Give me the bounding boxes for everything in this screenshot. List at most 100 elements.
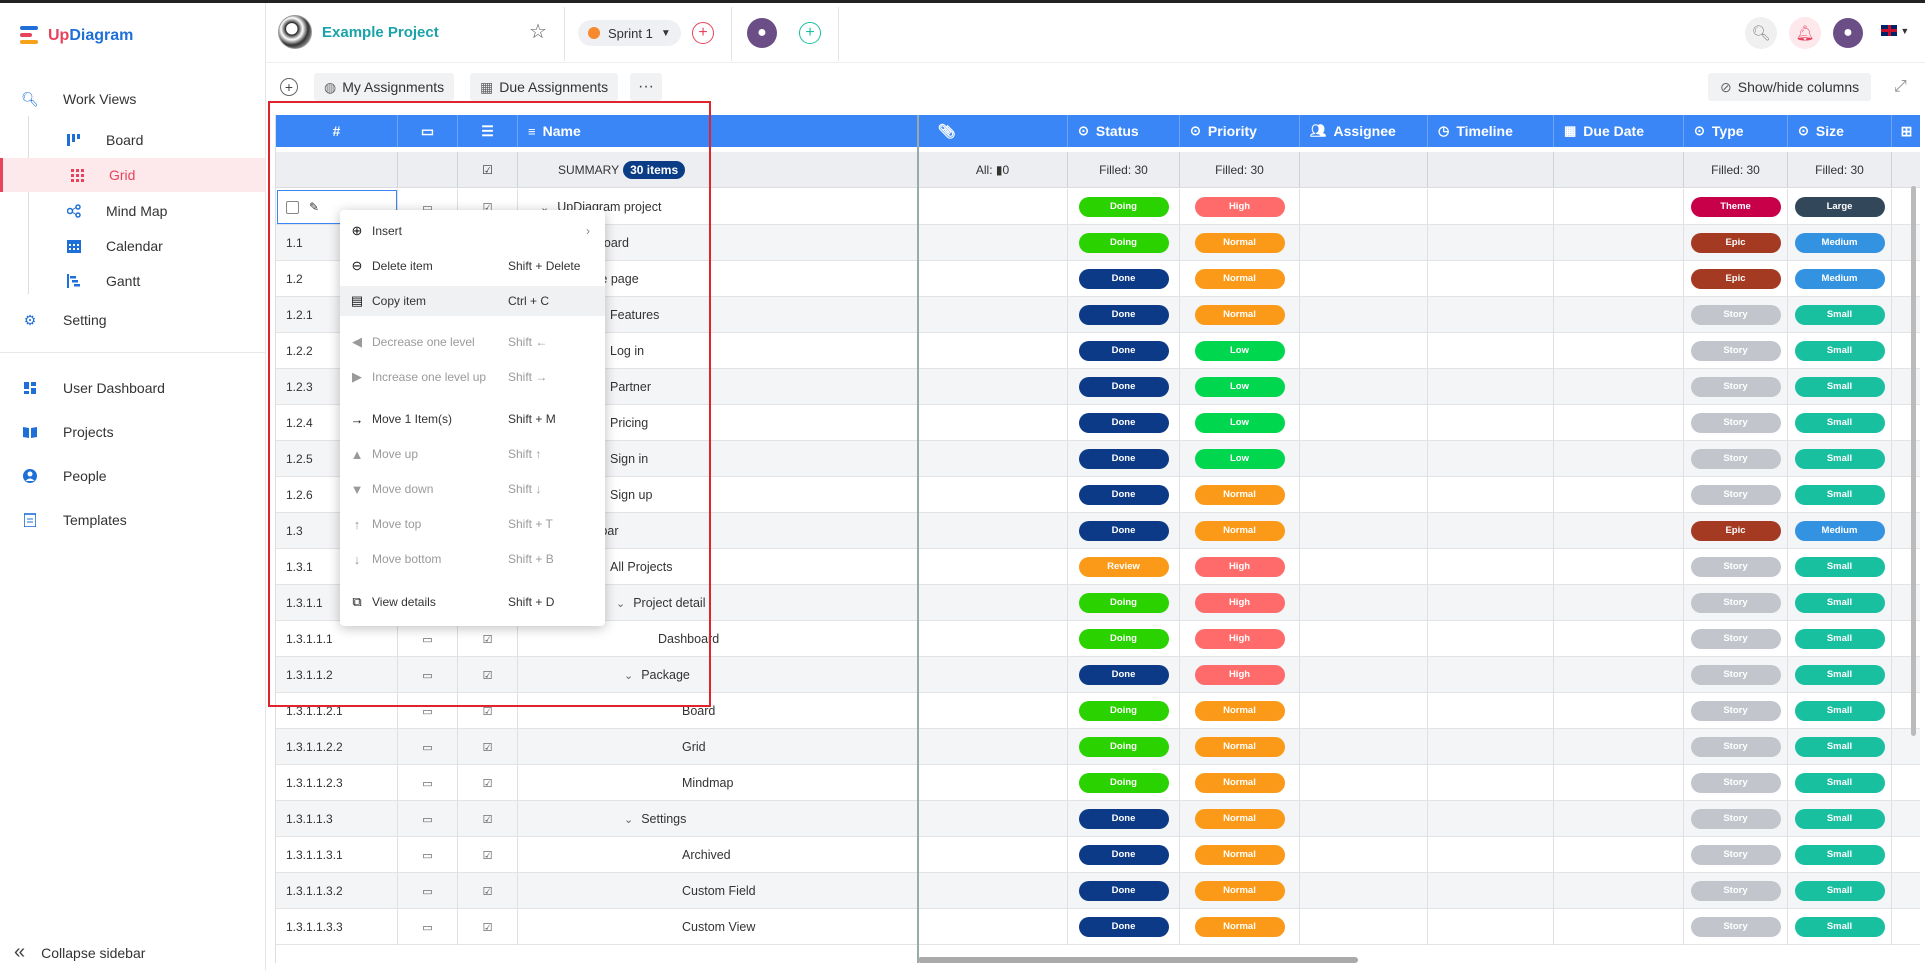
row-name-cell[interactable]: Grid bbox=[518, 729, 918, 765]
row-id-cell[interactable]: 1.3.1.1.1 bbox=[276, 621, 398, 657]
row-timeline-cell[interactable] bbox=[1428, 837, 1554, 873]
edit-icon[interactable]: ✎ bbox=[309, 200, 320, 214]
row-assignee-cell[interactable] bbox=[1300, 369, 1428, 405]
row-timeline-cell[interactable] bbox=[1428, 729, 1554, 765]
table-row[interactable]: ✎ ▭ ☑ ⌄ UpDiagram project Doing High Theme Large bbox=[276, 189, 1920, 225]
row-status-cell[interactable]: Done bbox=[1068, 513, 1180, 549]
table-row[interactable]: 1.3.1.1.3.3 ▭ ☑ Custom View Done Normal Story S… bbox=[276, 909, 1920, 945]
row-assignee-cell[interactable] bbox=[1300, 693, 1428, 729]
row-priority-cell[interactable]: High bbox=[1180, 189, 1300, 225]
more-options-button[interactable]: ··· bbox=[630, 73, 662, 101]
row-attachment-cell[interactable] bbox=[918, 261, 1068, 297]
row-attachment-cell[interactable] bbox=[918, 333, 1068, 369]
row-type-cell[interactable]: Story bbox=[1684, 369, 1788, 405]
row-timeline-cell[interactable] bbox=[1428, 657, 1554, 693]
row-type-cell[interactable]: Theme bbox=[1684, 189, 1788, 225]
row-comment-cell[interactable]: ▭ bbox=[398, 873, 458, 909]
row-timeline-cell[interactable] bbox=[1428, 477, 1554, 513]
row-priority-cell[interactable]: Low bbox=[1180, 369, 1300, 405]
row-priority-cell[interactable]: Normal bbox=[1180, 765, 1300, 801]
horizontal-scrollbar[interactable] bbox=[918, 957, 1358, 963]
row-status-cell[interactable]: Doing bbox=[1068, 729, 1180, 765]
row-size-cell[interactable]: Small bbox=[1788, 873, 1892, 909]
row-size-cell[interactable]: Small bbox=[1788, 801, 1892, 837]
row-checklist-cell[interactable]: ☑ bbox=[458, 765, 518, 801]
row-name-cell[interactable]: Custom View bbox=[518, 909, 918, 945]
row-size-cell[interactable]: Small bbox=[1788, 585, 1892, 621]
row-attachment-cell[interactable] bbox=[918, 729, 1068, 765]
row-priority-cell[interactable]: High bbox=[1180, 621, 1300, 657]
sidebar-item-people[interactable]: People bbox=[0, 459, 265, 493]
row-priority-cell[interactable]: High bbox=[1180, 585, 1300, 621]
sidebar-item-calendar[interactable]: Calendar bbox=[0, 229, 265, 263]
row-assignee-cell[interactable] bbox=[1300, 585, 1428, 621]
row-assignee-cell[interactable] bbox=[1300, 729, 1428, 765]
row-type-cell[interactable]: Story bbox=[1684, 621, 1788, 657]
row-priority-cell[interactable]: Normal bbox=[1180, 477, 1300, 513]
row-attachment-cell[interactable] bbox=[918, 693, 1068, 729]
row-type-cell[interactable]: Story bbox=[1684, 729, 1788, 765]
menu-item-copy-item[interactable]: ▤ Copy item Ctrl + C bbox=[340, 286, 605, 316]
row-id-cell[interactable]: 1.3.1.1.3 bbox=[276, 801, 398, 837]
row-attachment-cell[interactable] bbox=[918, 189, 1068, 225]
row-id-cell[interactable]: 1.3.1.1.2.1 bbox=[276, 693, 398, 729]
row-assignee-cell[interactable] bbox=[1300, 657, 1428, 693]
chevron-down-icon[interactable]: ⌄ bbox=[624, 813, 634, 826]
table-row[interactable]: 1.3.1.1.3.1 ▭ ☑ Archived Done Normal Story Smal… bbox=[276, 837, 1920, 873]
row-comment-cell[interactable]: ▭ bbox=[398, 801, 458, 837]
row-type-cell[interactable]: Epic bbox=[1684, 225, 1788, 261]
row-comment-cell[interactable]: ▭ bbox=[398, 693, 458, 729]
row-due-date-cell[interactable] bbox=[1554, 441, 1684, 477]
row-timeline-cell[interactable] bbox=[1428, 297, 1554, 333]
row-status-cell[interactable]: Review bbox=[1068, 549, 1180, 585]
row-comment-cell[interactable]: ▭ bbox=[398, 189, 458, 225]
row-assignee-cell[interactable] bbox=[1300, 297, 1428, 333]
row-attachment-cell[interactable] bbox=[918, 801, 1068, 837]
row-type-cell[interactable]: Story bbox=[1684, 297, 1788, 333]
row-status-cell[interactable]: Doing bbox=[1068, 765, 1180, 801]
user-avatar[interactable]: ● bbox=[1833, 18, 1863, 48]
row-priority-cell[interactable]: Low bbox=[1180, 405, 1300, 441]
row-status-cell[interactable]: Done bbox=[1068, 837, 1180, 873]
row-timeline-cell[interactable] bbox=[1428, 225, 1554, 261]
row-size-cell[interactable]: Small bbox=[1788, 729, 1892, 765]
add-column-button[interactable]: ⊞ bbox=[1892, 115, 1920, 147]
row-name-cell[interactable]: Archived bbox=[518, 837, 918, 873]
row-priority-cell[interactable]: Normal bbox=[1180, 225, 1300, 261]
row-comment-cell[interactable]: ▭ bbox=[398, 729, 458, 765]
row-assignee-cell[interactable] bbox=[1300, 909, 1428, 945]
row-due-date-cell[interactable] bbox=[1554, 297, 1684, 333]
sidebar-item-grid[interactable]: Grid bbox=[0, 158, 265, 192]
row-type-cell[interactable]: Story bbox=[1684, 765, 1788, 801]
row-priority-cell[interactable]: Normal bbox=[1180, 297, 1300, 333]
table-row[interactable]: 1.3.1.1.2.3 ▭ ☑ Mindmap Doing Normal Story Smal… bbox=[276, 765, 1920, 801]
row-size-cell[interactable]: Small bbox=[1788, 657, 1892, 693]
sidebar-item-templates[interactable]: Templates bbox=[0, 503, 265, 537]
notifications-button[interactable]: 🔔︎ bbox=[1789, 17, 1821, 49]
table-row[interactable]: 1.3.1.1.2.1 ▭ ☑ Board Doing Normal Story Small bbox=[276, 693, 1920, 729]
row-due-date-cell[interactable] bbox=[1554, 225, 1684, 261]
row-comment-cell[interactable]: ▭ bbox=[398, 909, 458, 945]
row-size-cell[interactable]: Large bbox=[1788, 189, 1892, 225]
row-comment-cell[interactable]: ▭ bbox=[398, 765, 458, 801]
row-type-cell[interactable]: Epic bbox=[1684, 261, 1788, 297]
row-size-cell[interactable]: Small bbox=[1788, 837, 1892, 873]
row-priority-cell[interactable]: Normal bbox=[1180, 729, 1300, 765]
row-status-cell[interactable]: Done bbox=[1068, 297, 1180, 333]
row-attachment-cell[interactable] bbox=[918, 621, 1068, 657]
row-attachment-cell[interactable] bbox=[918, 477, 1068, 513]
row-timeline-cell[interactable] bbox=[1428, 369, 1554, 405]
row-id-cell[interactable]: 1.3.1.1.3.1 bbox=[276, 837, 398, 873]
column-header-type[interactable]: ⊙ Type bbox=[1684, 115, 1788, 147]
sidebar-item-user-dashboard[interactable]: User Dashboard bbox=[0, 371, 265, 405]
row-priority-cell[interactable]: Low bbox=[1180, 441, 1300, 477]
row-priority-cell[interactable]: Normal bbox=[1180, 261, 1300, 297]
row-type-cell[interactable]: Story bbox=[1684, 333, 1788, 369]
table-row[interactable]: 1.3.1.1.2 ▭ ☑ ⌄ Package Done High Story Small bbox=[276, 657, 1920, 693]
row-type-cell[interactable]: Story bbox=[1684, 657, 1788, 693]
row-priority-cell[interactable]: Normal bbox=[1180, 873, 1300, 909]
column-header-id[interactable]: # bbox=[276, 115, 398, 147]
row-status-cell[interactable]: Doing bbox=[1068, 585, 1180, 621]
row-timeline-cell[interactable] bbox=[1428, 801, 1554, 837]
